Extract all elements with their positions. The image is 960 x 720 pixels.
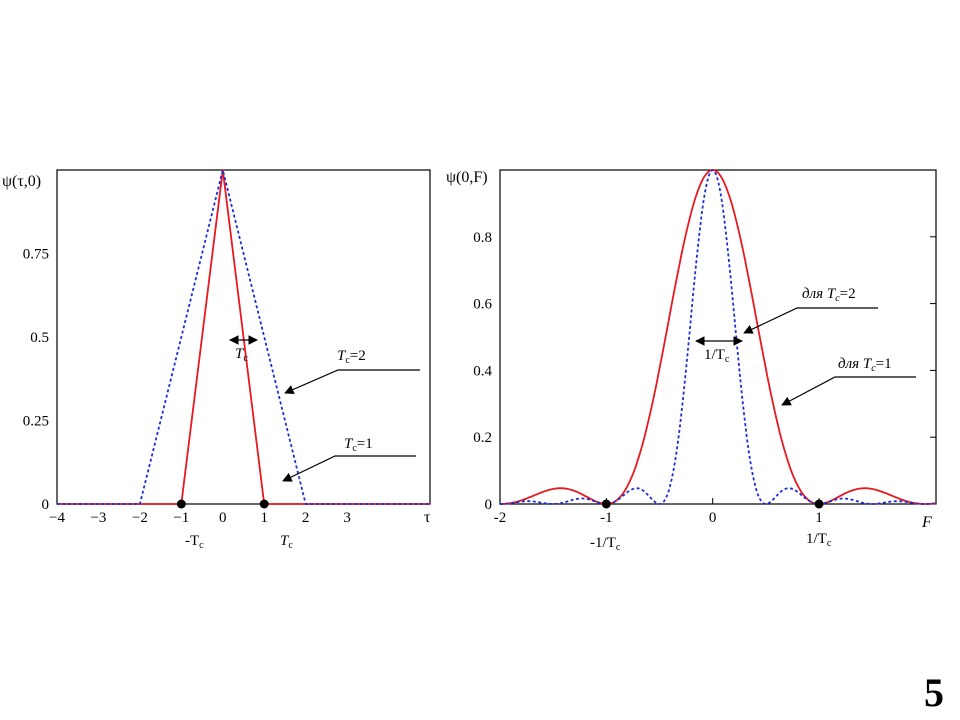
y-tick-label: 0.8 xyxy=(473,230,492,246)
left-tc2-leader xyxy=(284,369,420,394)
series-line-tc-2 xyxy=(57,169,430,505)
right-tc2-label: для Tc=2 xyxy=(802,286,856,304)
left-plot-frame xyxy=(56,169,431,505)
left-y-axis-title: ψ(τ,0) xyxy=(2,173,41,190)
right-axis-ticks: -2 -1 0 1 0 0.2 0.4 0.6 0.8 xyxy=(473,230,936,526)
y-tick-label: 0.5 xyxy=(30,330,49,346)
series-line-tc-1 xyxy=(57,169,430,505)
y-tick-label: 0.6 xyxy=(473,297,492,313)
x-tick-label: −3 xyxy=(90,510,106,526)
left-axis-ticks: −4 −3 −2 −1 0 1 2 3 0 0.25 0.5 0.75 xyxy=(23,247,351,527)
right-below-label-neg: -1/Tc xyxy=(590,535,621,553)
left-below-label-neg: -Tc xyxy=(185,533,204,551)
x-tick-label: −1 xyxy=(173,510,189,526)
right-tc1-label: для Tc=1 xyxy=(838,356,892,374)
x-tick-label: 3 xyxy=(343,510,351,526)
slide-number: 5 xyxy=(924,670,944,715)
y-tick-label: 0.2 xyxy=(473,430,492,446)
x-tick-label: 2 xyxy=(302,510,310,526)
zero-marker xyxy=(259,499,269,509)
x-tick-label: -2 xyxy=(494,510,507,526)
left-below-label-pos: Tc xyxy=(280,533,293,551)
right-markers xyxy=(601,499,824,509)
right-chart: -2 -1 0 1 0 0.2 0.4 0.6 0.8 ψ(0,F) F 1/Tc для Tc… xyxy=(446,169,937,553)
right-x-axis-title: F xyxy=(921,514,932,531)
y-tick-label: 0.4 xyxy=(473,363,492,379)
zero-marker xyxy=(814,499,824,509)
right-tc2-leader xyxy=(743,307,878,334)
right-width-label: 1/Tc xyxy=(704,347,730,365)
x-tick-label: −4 xyxy=(49,510,65,526)
left-markers xyxy=(176,499,269,509)
right-below-label-pos: 1/Tc xyxy=(806,531,832,549)
right-plot-frame xyxy=(499,169,937,505)
left-x-axis-title: τ xyxy=(424,509,431,526)
x-tick-label: 1 xyxy=(815,510,823,526)
left-chart: −4 −3 −2 −1 0 1 2 3 0 0.25 0.5 0.75 ψ(τ,0) τ Tc Tc=… xyxy=(2,169,431,551)
series-line--tc-2 xyxy=(500,169,937,505)
y-tick-label: 0.25 xyxy=(23,414,49,430)
y-tick-label: 0 xyxy=(42,497,50,513)
right-y-axis-title: ψ(0,F) xyxy=(446,169,488,186)
left-series-group xyxy=(57,169,430,505)
left-tc2-label: Tc=2 xyxy=(337,348,366,366)
left-tc1-label: Tc=1 xyxy=(344,436,373,454)
x-tick-label: 1 xyxy=(260,510,268,526)
left-width-label: Tc xyxy=(235,346,248,364)
left-tc1-leader xyxy=(282,455,416,482)
y-tick-label: 0.75 xyxy=(23,247,49,263)
x-tick-label: -1 xyxy=(600,510,613,526)
series-line--tc-1 xyxy=(500,169,937,505)
right-tc1-leader xyxy=(781,376,916,406)
x-tick-label: 0 xyxy=(709,510,717,526)
x-tick-label: 0 xyxy=(219,510,227,526)
zero-marker xyxy=(176,499,186,509)
x-tick-label: −2 xyxy=(132,510,148,526)
right-series-group xyxy=(500,169,937,505)
zero-marker xyxy=(601,499,611,509)
y-tick-label: 0 xyxy=(485,497,493,513)
